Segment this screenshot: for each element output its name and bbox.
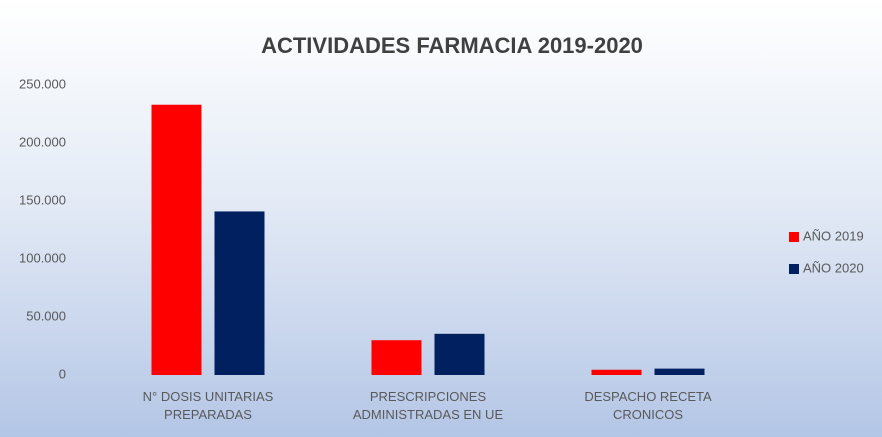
bar (591, 369, 642, 375)
legend-swatch (789, 264, 799, 274)
y-tick-label: 0 (59, 366, 66, 381)
bar (654, 368, 705, 375)
x-tick-label: PRESCRIPCIONES ADMINISTRADAS EN UE (352, 389, 504, 422)
bar (214, 211, 265, 375)
x-tick-label: DESPACHO RECETA CRONICOS (584, 389, 712, 422)
chart-title: ACTIVIDADES FARMACIA 2019-2020 (261, 33, 643, 58)
bar (151, 104, 202, 375)
bar (434, 333, 485, 375)
legend-swatch (789, 232, 799, 242)
y-tick-label: 100.000 (19, 250, 66, 265)
y-tick-label: 250.000 (19, 76, 66, 91)
x-tick-label: N° DOSIS UNITARIAS PREPARADAS (142, 389, 274, 422)
legend-label: AÑO 2020 (803, 260, 864, 275)
y-tick-label: 150.000 (19, 192, 66, 207)
legend-label: AÑO 2019 (803, 228, 864, 243)
y-tick-label: 50.000 (26, 308, 66, 323)
bar (371, 340, 422, 375)
y-tick-label: 200.000 (19, 134, 66, 149)
